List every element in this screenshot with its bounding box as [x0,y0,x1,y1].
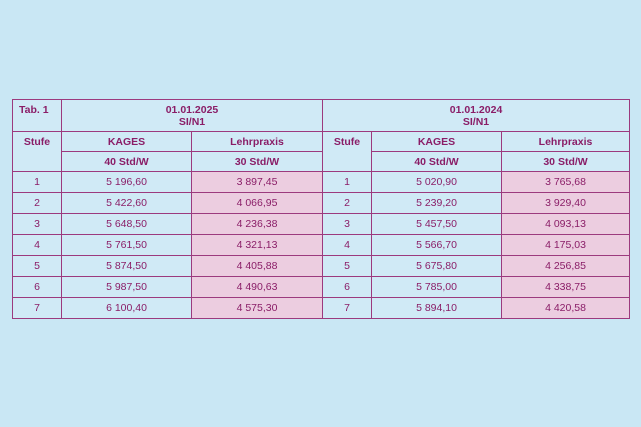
salary-table: Tab. 1 01.01.2025 SI/N1 01.01.2024 SI/N1… [12,99,631,319]
lehrpraxis-hours-2025: 30 Std/W [191,151,323,172]
kages-cell-2025: 5 196,60 [61,171,192,193]
stufe-cell-2025: 6 [12,276,62,298]
stufe-cell-2025: 1 [12,171,62,193]
lehrpraxis-cell-2024: 4 175,03 [500,234,631,256]
kages-cell-2025: 6 100,40 [61,297,192,319]
stufe-cell-2024: 7 [322,297,372,319]
lehrpraxis-cell-2025: 3 897,45 [191,171,323,193]
lehrpraxis-cell-2024: 4 093,13 [500,213,631,235]
stufe-header-2024: Stufe [322,131,372,172]
lehrpraxis-cell-2025: 4 066,95 [191,192,323,214]
period-header-2024: 01.01.2024 SI/N1 [321,99,631,132]
kages-cell-2025: 5 987,50 [61,276,192,298]
stufe-cell-2025: 2 [12,192,62,214]
stufe-cell-2024: 3 [322,213,372,235]
period-scheme-2025: SI/N1 [178,115,206,128]
kages-cell-2024: 5 894,10 [371,297,502,319]
kages-cell-2024: 5 457,50 [371,213,502,235]
stufe-cell-2024: 5 [322,255,372,277]
table-row: 4 5 761,50 4 321,13 4 5 566,70 4 175,03 [12,234,631,256]
lehrpraxis-cell-2024: 4 256,85 [500,255,631,277]
lehrpraxis-header-2025: Lehrpraxis [191,131,323,152]
kages-cell-2024: 5 566,70 [371,234,502,256]
lehrpraxis-hours-2024: 30 Std/W [500,151,631,172]
kages-cell-2025: 5 874,50 [61,255,192,277]
kages-cell-2024: 5 785,00 [371,276,502,298]
kages-header-2024: KAGES [371,131,502,152]
lehrpraxis-cell-2025: 4 236,38 [191,213,323,235]
table-row: 6 5 987,50 4 490,63 6 5 785,00 4 338,75 [12,276,631,298]
kages-cell-2025: 5 648,50 [61,213,192,235]
table-row: 7 6 100,40 4 575,30 7 5 894,10 4 420,58 [12,297,631,319]
kages-cell-2024: 5 239,20 [371,192,502,214]
lehrpraxis-cell-2024: 3 929,40 [500,192,631,214]
table-row: 1 5 196,60 3 897,45 1 5 020,90 3 765,68 [12,171,631,193]
stufe-cell-2025: 5 [12,255,62,277]
kages-cell-2025: 5 422,60 [61,192,192,214]
period-date-2025: 01.01.2025 [165,103,219,116]
table-row: 5 5 874,50 4 405,88 5 5 675,80 4 256,85 [12,255,631,277]
stufe-cell-2024: 4 [322,234,372,256]
table-number-label: Tab. 1 [12,99,62,132]
header-row-hours: 40 Std/W 30 Std/W 40 Std/W 30 Std/W [13,151,631,172]
stufe-cell-2024: 6 [322,276,372,298]
lehrpraxis-cell-2024: 4 338,75 [500,276,631,298]
table-row: 3 5 648,50 4 236,38 3 5 457,50 4 093,13 [12,213,631,235]
kages-header-2025: KAGES [61,131,192,152]
stufe-cell-2025: 7 [12,297,62,319]
lehrpraxis-cell-2025: 4 490,63 [191,276,323,298]
stufe-cell-2025: 3 [12,213,62,235]
period-header-2025: 01.01.2025 SI/N1 [61,99,323,132]
kages-hours-2025: 40 Std/W [61,151,192,172]
lehrpraxis-header-2024: Lehrpraxis [500,131,631,152]
stufe-cell-2025: 4 [12,234,62,256]
table-row: 2 5 422,60 4 066,95 2 5 239,20 3 929,40 [12,192,631,214]
kages-cell-2025: 5 761,50 [61,234,192,256]
kages-cell-2024: 5 020,90 [371,171,502,193]
stufe-cell-2024: 2 [322,192,372,214]
header-row-columns: Stufe KAGES Lehrpraxis Stufe KAGES Lehrp… [12,131,631,172]
stufe-header-2025: Stufe [12,131,62,172]
period-date-2024: 01.01.2024 [449,103,503,116]
period-scheme-2024: SI/N1 [462,115,490,128]
lehrpraxis-cell-2025: 4 575,30 [191,297,323,319]
lehrpraxis-cell-2024: 4 420,58 [500,297,631,319]
stufe-cell-2024: 1 [322,171,372,193]
kages-hours-2024: 40 Std/W [371,151,502,172]
lehrpraxis-cell-2025: 4 321,13 [191,234,323,256]
lehrpraxis-cell-2024: 3 765,68 [500,171,631,193]
lehrpraxis-cell-2025: 4 405,88 [191,255,323,277]
kages-cell-2024: 5 675,80 [371,255,502,277]
header-row-dates: Tab. 1 01.01.2025 SI/N1 01.01.2024 SI/N1 [12,99,631,132]
